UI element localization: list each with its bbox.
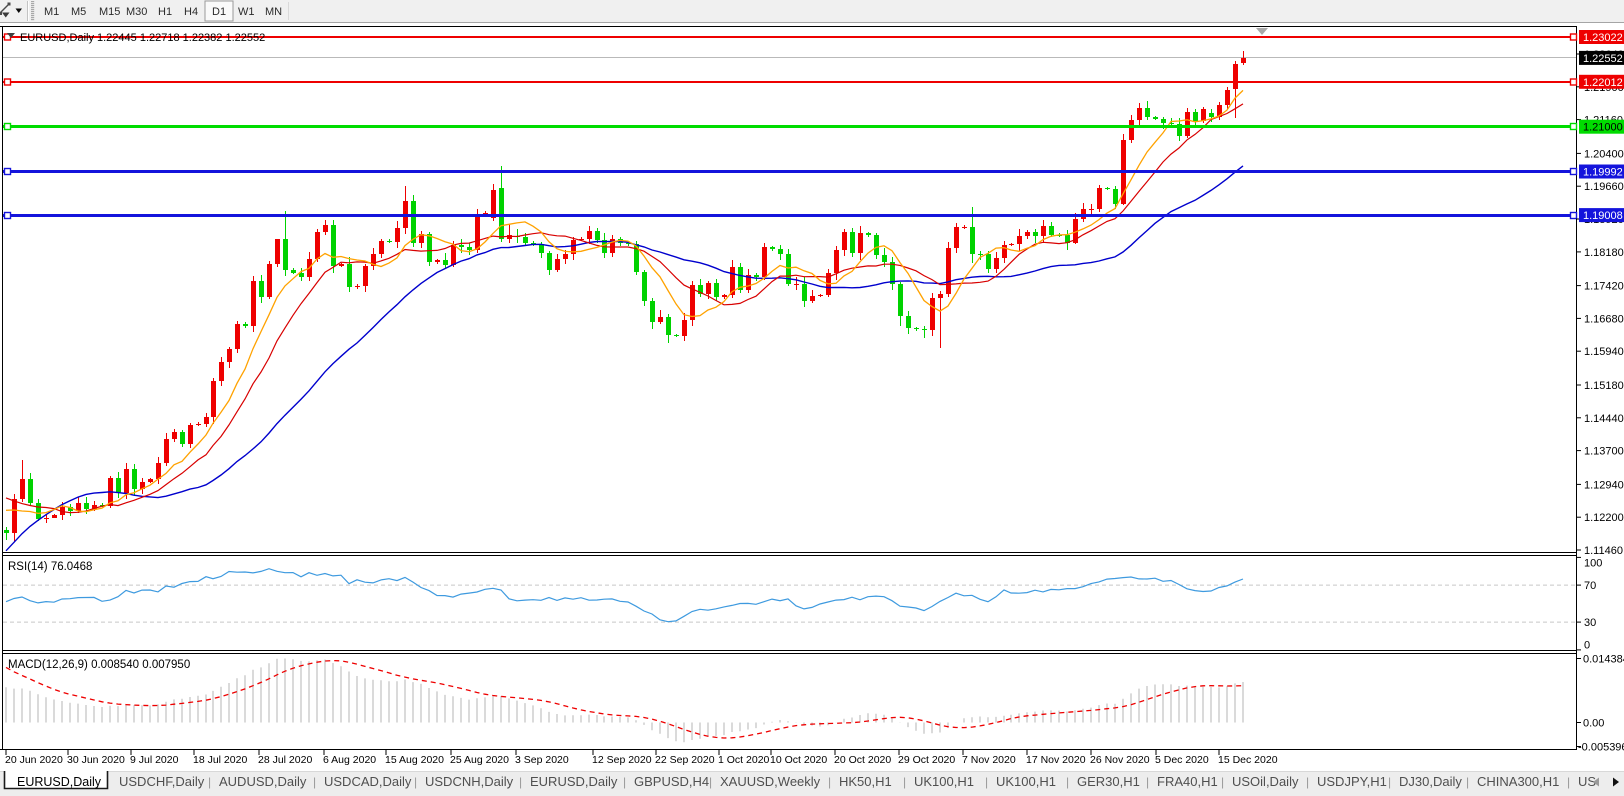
svg-text:1.17420: 1.17420	[1584, 281, 1624, 293]
svg-text:H1: H1	[158, 6, 172, 18]
svg-text:5 Dec 2020: 5 Dec 2020	[1155, 754, 1209, 766]
svg-text:1.15940: 1.15940	[1584, 346, 1624, 358]
svg-text:3 Sep 2020: 3 Sep 2020	[515, 754, 569, 766]
svg-text:RSI(14) 76.0468: RSI(14) 76.0468	[8, 561, 92, 573]
svg-text:1.18180: 1.18180	[1584, 247, 1624, 259]
svg-text:|: |	[709, 775, 712, 789]
svg-text:USDJPY,H1: USDJPY,H1	[1317, 774, 1387, 789]
svg-text:0.014384: 0.014384	[1583, 654, 1624, 666]
svg-text:30: 30	[1584, 617, 1596, 629]
svg-text:15 Aug 2020: 15 Aug 2020	[385, 754, 444, 766]
svg-text:0: 0	[1584, 640, 1590, 652]
svg-text:0.00: 0.00	[1583, 718, 1604, 730]
svg-text:UK100,H1: UK100,H1	[996, 774, 1056, 789]
svg-text:1.11460: 1.11460	[1584, 545, 1623, 557]
svg-text:1.12940: 1.12940	[1584, 479, 1624, 491]
svg-text:1.19992: 1.19992	[1583, 167, 1623, 179]
svg-text:|: |	[414, 775, 417, 789]
svg-text:1.21000: 1.21000	[1583, 122, 1623, 134]
svg-text:12 Sep 2020: 12 Sep 2020	[592, 754, 652, 766]
svg-text:XAUUSD,Weekly: XAUUSD,Weekly	[720, 774, 821, 789]
svg-text:UK100,H1: UK100,H1	[914, 774, 974, 789]
svg-text:18 Jul 2020: 18 Jul 2020	[193, 754, 247, 766]
svg-text:1.13700: 1.13700	[1584, 446, 1624, 458]
svg-text:US: US	[1578, 774, 1596, 789]
svg-text:|: |	[1388, 775, 1391, 789]
svg-text:1.19660: 1.19660	[1584, 181, 1624, 193]
svg-text:1.15180: 1.15180	[1584, 380, 1624, 392]
svg-text:DJ30,Daily: DJ30,Daily	[1399, 774, 1462, 789]
svg-text:1.12200: 1.12200	[1584, 512, 1624, 524]
svg-text:|: |	[1146, 775, 1149, 789]
svg-text:1.22012: 1.22012	[1583, 77, 1623, 89]
svg-text:GER30,H1: GER30,H1	[1077, 774, 1140, 789]
svg-text:1.23022: 1.23022	[1583, 32, 1623, 44]
svg-text:|: |	[903, 775, 906, 789]
svg-text:6 Aug 2020: 6 Aug 2020	[323, 754, 376, 766]
svg-text:W1: W1	[238, 6, 255, 18]
svg-text:1.20400: 1.20400	[1584, 148, 1624, 160]
svg-text:30 Jun 2020: 30 Jun 2020	[67, 754, 125, 766]
svg-text:M30: M30	[126, 6, 147, 18]
svg-text:15 Dec 2020: 15 Dec 2020	[1218, 754, 1278, 766]
svg-text:GBPUSD,H4: GBPUSD,H4	[634, 774, 709, 789]
svg-text:10 Oct 2020: 10 Oct 2020	[770, 754, 827, 766]
svg-text:|: |	[1066, 775, 1069, 789]
svg-text:MACD(12,26,9) 0.008540 0.00795: MACD(12,26,9) 0.008540 0.007950	[8, 659, 190, 671]
svg-text:|: |	[623, 775, 626, 789]
svg-text:28 Jul 2020: 28 Jul 2020	[258, 754, 312, 766]
svg-text:|: |	[1567, 775, 1570, 789]
svg-text:FRA40,H1: FRA40,H1	[1157, 774, 1218, 789]
svg-text:100: 100	[1584, 558, 1602, 570]
svg-text:H4: H4	[184, 6, 198, 18]
svg-text:1 Oct 2020: 1 Oct 2020	[718, 754, 770, 766]
svg-text:|: |	[1306, 775, 1309, 789]
svg-text:USOil,Daily: USOil,Daily	[1232, 774, 1299, 789]
svg-text:1.14440: 1.14440	[1584, 413, 1624, 425]
svg-text:17 Nov 2020: 17 Nov 2020	[1026, 754, 1086, 766]
svg-text:-0.005396: -0.005396	[1578, 742, 1624, 754]
svg-text:CHINA300,H1: CHINA300,H1	[1477, 774, 1559, 789]
svg-text:M1: M1	[44, 6, 59, 18]
svg-text:|: |	[828, 775, 831, 789]
svg-text:20 Jun 2020: 20 Jun 2020	[5, 754, 63, 766]
svg-text:9 Jul 2020: 9 Jul 2020	[130, 754, 179, 766]
svg-text:EURUSD,Daily 1.22445 1.22718 1: EURUSD,Daily 1.22445 1.22718 1.22382 1.2…	[20, 32, 265, 44]
svg-text:70: 70	[1584, 580, 1596, 592]
svg-text:1.22552: 1.22552	[1583, 53, 1623, 65]
svg-text:EURUSD,Daily: EURUSD,Daily	[530, 774, 618, 789]
svg-text:AUDUSD,Daily: AUDUSD,Daily	[219, 774, 307, 789]
svg-text:|: |	[1466, 775, 1469, 789]
svg-text:MN: MN	[265, 6, 282, 18]
svg-text:|: |	[208, 775, 211, 789]
svg-text:USDCNH,Daily: USDCNH,Daily	[425, 774, 514, 789]
svg-text:|: |	[519, 775, 522, 789]
svg-text:USDCAD,Daily: USDCAD,Daily	[324, 774, 412, 789]
svg-text:20 Oct 2020: 20 Oct 2020	[834, 754, 891, 766]
svg-text:M15: M15	[99, 6, 120, 18]
svg-text:M5: M5	[71, 6, 86, 18]
svg-text:26 Nov 2020: 26 Nov 2020	[1090, 754, 1150, 766]
svg-text:HK50,H1: HK50,H1	[839, 774, 892, 789]
svg-text:|: |	[985, 775, 988, 789]
svg-text:EURUSD,Daily: EURUSD,Daily	[17, 775, 102, 789]
svg-text:29 Oct 2020: 29 Oct 2020	[898, 754, 955, 766]
svg-text:1.19008: 1.19008	[1583, 210, 1623, 222]
svg-text:7 Nov 2020: 7 Nov 2020	[962, 754, 1016, 766]
svg-text:1.16680: 1.16680	[1584, 313, 1624, 325]
svg-text:D1: D1	[212, 6, 226, 18]
svg-text:|: |	[1221, 775, 1224, 789]
svg-text:USDCHF,Daily: USDCHF,Daily	[119, 774, 205, 789]
svg-text:|: |	[313, 775, 316, 789]
svg-text:25 Aug 2020: 25 Aug 2020	[450, 754, 509, 766]
svg-text:22 Sep 2020: 22 Sep 2020	[655, 754, 715, 766]
